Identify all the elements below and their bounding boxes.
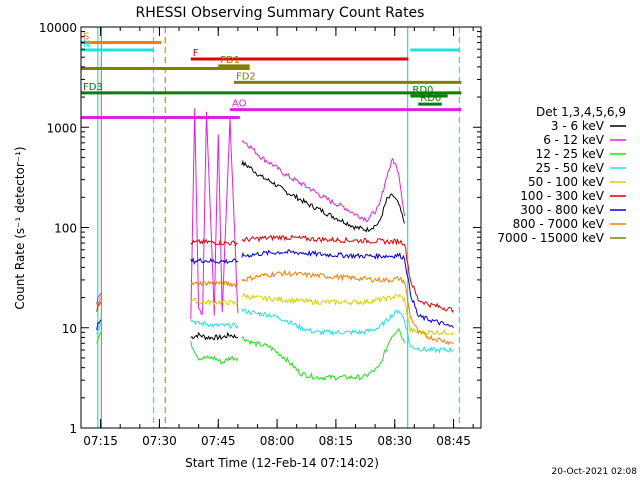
- y-axis-label: Count Rate (s⁻¹ detector⁻¹): [13, 146, 27, 309]
- legend-entry-label: 25 - 50 keV: [536, 161, 605, 175]
- x-tick-label: 07:15: [83, 434, 118, 448]
- series-line: [96, 323, 102, 335]
- series-line: [190, 331, 239, 341]
- legend-title: Det 1,3,4,5,6,9: [536, 105, 626, 119]
- series-line: [241, 269, 454, 346]
- y-axis-ticks: 1 10 100 1000 10000: [39, 21, 481, 436]
- x-axis-label: Start Time (12-Feb-14 07:14:02): [185, 456, 379, 470]
- series-line: [241, 159, 405, 233]
- chart-title: RHESSI Observing Summary Count Rates: [136, 5, 425, 21]
- legend-entry-label: 100 - 300 keV: [520, 189, 604, 203]
- flag-bar-label: RD6: [420, 93, 441, 104]
- series-line: [241, 327, 405, 382]
- x-tick-label: 07:30: [142, 434, 177, 448]
- y-tick-label: 10: [62, 322, 77, 336]
- series-line: [241, 308, 454, 354]
- x-tick-label: 08:45: [436, 434, 471, 448]
- series-line: [190, 297, 239, 306]
- series-line: [190, 318, 239, 329]
- x-tick-label: 07:45: [201, 434, 236, 448]
- legend-entry-label: 50 - 100 keV: [528, 175, 605, 189]
- legend-entry-label: 7000 - 15000 keV: [497, 231, 604, 245]
- series-line: [96, 332, 102, 344]
- generation-timestamp: 20-Oct-2021 02:08: [552, 467, 638, 477]
- x-tick-label: 08:00: [260, 434, 295, 448]
- series-line: [190, 341, 239, 365]
- time-markers: [97, 27, 461, 428]
- series-line: [241, 139, 405, 223]
- legend-entry-label: 12 - 25 keV: [536, 147, 605, 161]
- series-line: [190, 237, 238, 247]
- series-line: [96, 297, 102, 307]
- flag-bar-label: FD3: [83, 82, 103, 93]
- legend-entry-label: 6 - 12 keV: [543, 133, 605, 147]
- y-tick-label: 1: [69, 422, 77, 436]
- flag-bar-label: RD0: [412, 85, 433, 96]
- flag-bar-label: N: [83, 39, 90, 50]
- legend-entry-label: 800 - 7000 keV: [513, 217, 605, 231]
- x-axis-ticks: 07:15 07:30 07:45 08:00 08:15 08:30 08:45: [83, 27, 474, 448]
- series-line: [96, 319, 102, 331]
- series-line: [241, 234, 454, 314]
- legend-entry-label: 3 - 6 keV: [551, 119, 605, 133]
- series-line: [96, 301, 102, 312]
- legend-entry-label: 300 - 800 keV: [520, 203, 604, 217]
- y-tick-label: 100: [54, 222, 77, 236]
- flag-bar-label: FD1: [220, 55, 240, 66]
- flag-bar-label: FD2: [236, 71, 256, 82]
- y-tick-label: 1000: [46, 121, 77, 135]
- x-tick-label: 08:15: [319, 434, 354, 448]
- x-tick-label: 08:30: [377, 434, 412, 448]
- flag-bar-label: AO: [232, 99, 247, 110]
- series-layer: [96, 108, 454, 382]
- series-line: [190, 280, 238, 288]
- flag-bar-label: S: [83, 32, 89, 43]
- series-line: [190, 108, 239, 320]
- series-line: [96, 293, 102, 305]
- y-tick-label: 10000: [39, 21, 77, 35]
- series-line: [190, 257, 239, 265]
- flag-bar-label: F: [193, 48, 199, 59]
- series-line: [241, 249, 454, 329]
